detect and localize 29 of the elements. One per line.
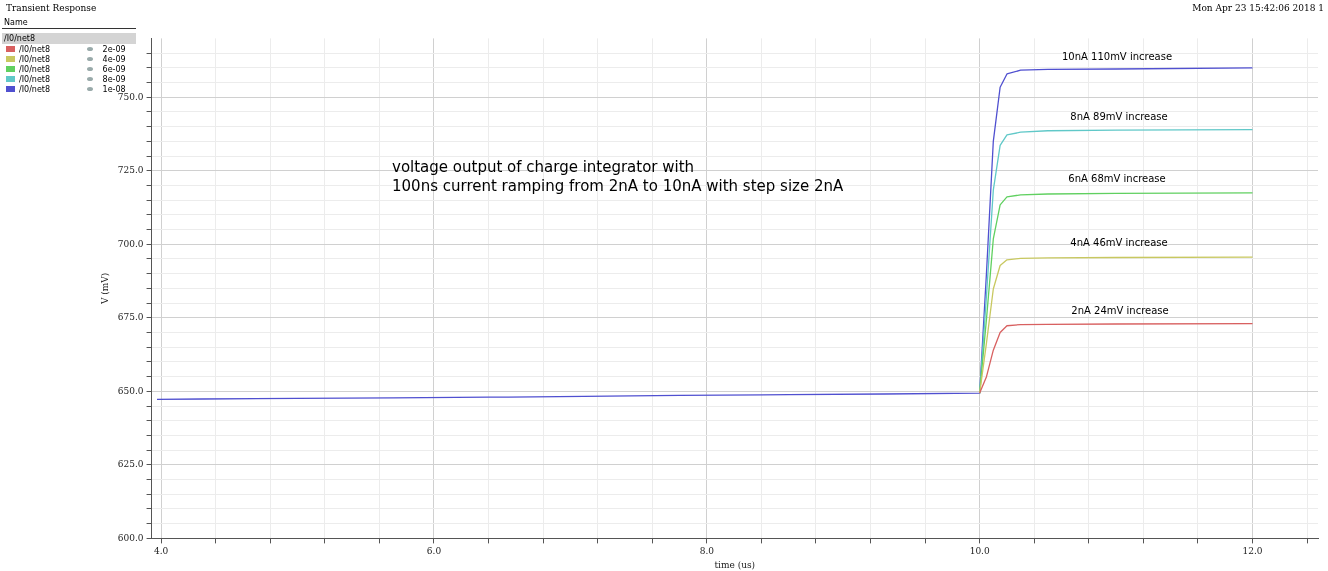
x-tick-label: 4.0 <box>153 546 169 557</box>
annotation: 2nA 24mV increase <box>1071 305 1169 316</box>
x-tick-label: 6.0 <box>426 546 442 557</box>
text: Name <box>2 17 136 29</box>
y-tick-label: 725.0 <box>117 165 144 176</box>
text: Transient Response <box>6 3 97 13</box>
y-tick-label: 675.0 <box>117 312 144 323</box>
annotation: voltage output of charge integrator with 100ns current ramping from 2nA to 10nA with step size 2nA <box>392 158 844 196</box>
text: Mon Apr 23 15:42:06 2018 1 <box>1192 3 1324 13</box>
annotation: 4nA 46mV increase <box>1070 237 1168 248</box>
y-tick-label: 625.0 <box>117 459 144 470</box>
annotation: 8nA 89mV increase <box>1070 111 1168 122</box>
y-tick-label: 700.0 <box>117 238 144 249</box>
y-tick-label: 750.0 <box>117 91 144 102</box>
legend-label: /I0/net8 4e-09 <box>19 54 126 64</box>
y-axis-title: V (mV) <box>99 272 110 306</box>
legend-label: /I0/net8 1e-08 <box>19 84 126 94</box>
legend-label: /I0/net8 6e-09 <box>19 64 126 74</box>
x-tick-label: 8.0 <box>699 546 715 557</box>
legend-label: /I0/net8 2e-09 <box>19 44 126 54</box>
x-tick-label: 10.0 <box>969 546 990 557</box>
x-axis-title: time (us) <box>714 559 756 570</box>
legend-label: /I0/net8 8e-09 <box>19 74 126 84</box>
annotation: 10nA 110mV increase <box>1061 51 1173 62</box>
y-tick-label: 650.0 <box>117 385 144 396</box>
annotation: 6nA 68mV increase <box>1068 173 1166 184</box>
x-tick-label: 12.0 <box>1242 546 1263 557</box>
legend-title: /I0/net8 <box>2 33 136 44</box>
y-tick-label: 600.0 <box>117 532 144 543</box>
